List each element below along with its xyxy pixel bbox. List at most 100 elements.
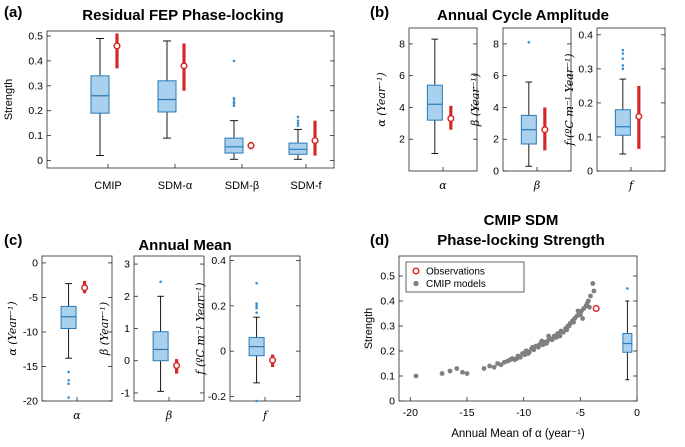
panel-d-ylabel: Strength — [363, 308, 375, 350]
panel-d-model-point — [460, 369, 465, 375]
panel-c-2-ytick-label: -0.2 — [208, 391, 226, 403]
panel-d-model-point — [454, 366, 460, 371]
panel-c-2-outlier — [255, 302, 258, 305]
panel-c-ylabel: α (Year⁻¹) — [6, 301, 19, 355]
panel-b-2-ytick-label: 0.3 — [578, 63, 593, 75]
panel-c-1-outlier — [159, 280, 162, 284]
panel-b-subplot-2: 0 0.1 0.2 0.3 0.4f (ºC m⁻¹ Year⁻¹) f — [563, 27, 666, 192]
panel-c-1-ytick-label: 3 — [124, 259, 130, 271]
panel-a-frame — [46, 30, 335, 169]
panel-d-model-point — [584, 301, 590, 306]
panel-d-marginal-box — [622, 333, 633, 353]
panel-a-ytick-label: 0 — [37, 155, 43, 167]
legend-models-label: CMIP models — [426, 279, 486, 290]
panel-d-obs-point — [592, 304, 600, 313]
panel-a-3-outlier — [296, 121, 300, 125]
panel-a-3-obs-marker — [311, 137, 319, 145]
panel-d-model-point — [591, 288, 597, 294]
panel-title: Annual Cycle Amplitude — [437, 7, 609, 24]
panel-c-0-obs-marker — [81, 284, 89, 292]
panel-c-category-label: f — [262, 409, 269, 422]
panel-d-model-point — [498, 362, 504, 368]
panel-c-category-label: α — [73, 409, 81, 422]
panel-a-2-outlier — [232, 104, 236, 108]
panel-d-xtick-label: 0 — [634, 407, 640, 419]
panel-c-1-ytick-label: 0 — [124, 355, 130, 367]
panel-b-ylabel: β (Year⁻¹) — [469, 73, 482, 127]
panel-c-2-frame — [229, 255, 301, 402]
panel-b-2-box — [614, 109, 631, 136]
panel-b-2-ytick-label: 0.1 — [578, 131, 593, 143]
panel-b-0-ytick-label: 4 — [399, 102, 405, 114]
panel-a-2-box — [224, 137, 244, 154]
panel-d-model-point — [587, 304, 592, 310]
panel-a-3-outlier — [296, 124, 300, 127]
panel-d-model-point — [439, 371, 445, 376]
panel-d-model-point — [491, 364, 497, 370]
panel-d-model-point — [571, 319, 576, 325]
panel-c-category-label: β — [165, 409, 172, 422]
panel-c-1-ytick-label: 2 — [124, 291, 130, 303]
panel-a-2-outlier — [232, 96, 236, 100]
panel-a-ytick-label: 0.1 — [28, 130, 43, 142]
panel-a-ytick-label: 0.3 — [28, 80, 43, 92]
panel-d-model-point — [487, 363, 493, 369]
panel-b-2-outlier — [621, 48, 625, 52]
panel-d-model-point — [464, 371, 470, 376]
panel-d-ytick-label: 0.4 — [380, 296, 395, 308]
panel-d-marginal-outlier — [626, 287, 629, 290]
panel-c-2-ytick-label: 0.4 — [211, 255, 226, 267]
panel-b-2-outlier — [621, 64, 625, 67]
panel-title: CMIP SDM — [484, 212, 559, 229]
panel-d-legend — [405, 261, 525, 293]
panel-b-0-obs-marker — [447, 115, 455, 123]
panel-c-0-outlier — [67, 382, 70, 386]
panel-c-0-outlier — [67, 396, 70, 399]
panel-c-2-outlier — [255, 281, 258, 285]
panel-b-2-outlier — [621, 67, 625, 71]
panel-b-0-ytick-label: 8 — [399, 38, 405, 50]
panel-d-model-point — [543, 341, 549, 346]
panel-b-0-box — [426, 84, 443, 121]
panel-d-model-point — [555, 331, 561, 336]
panel-d-model-point — [514, 356, 520, 361]
panel-a-1-box — [157, 80, 177, 113]
panel-d-ytick-label: 0 — [389, 396, 395, 408]
panel-d-ytick-label: 0.1 — [380, 371, 395, 383]
panel-c-1-box — [152, 331, 169, 362]
panel-a-1-obs-marker — [180, 62, 188, 70]
panel-c-0-outlier — [67, 378, 70, 382]
panel-d-model-point — [525, 351, 531, 356]
panel-b-0-ytick-label: 2 — [399, 134, 405, 146]
panel-d-model-point — [575, 308, 581, 314]
panel-d-model-point — [588, 293, 593, 299]
panel-title: Residual FEP Phase-locking — [82, 7, 283, 24]
panel-c-0-box — [60, 305, 77, 329]
panel-c-2-outlier — [255, 304, 258, 308]
panel-d-model-point — [564, 327, 570, 333]
panel-c-0-ytick-label: -5 — [29, 292, 38, 304]
panel-b-category-label: α — [439, 179, 447, 192]
panel-label: (c) — [4, 232, 22, 249]
panel-b-1-outlier — [527, 41, 531, 44]
panel-b-ylabel: f (ºC m⁻¹ Year⁻¹) — [563, 53, 576, 146]
panel-b-category-label: β — [533, 179, 540, 192]
panel-b-subplot-0: 2 4 6 8 α (Year⁻¹) α — [375, 27, 478, 192]
panel-b-category-label: f — [628, 179, 635, 192]
panel-a: (a) Residual FEP Phase-locking 0 0.1 0.2 0.3 0… — [3, 4, 335, 192]
panel-d-model-point — [577, 312, 583, 318]
panel-d-model-point — [546, 333, 551, 339]
panel-b-2-ytick-label: 0.2 — [578, 97, 593, 109]
panel-b-0-ytick-label: 6 — [399, 70, 405, 82]
panel-a-0-obs-marker — [113, 42, 121, 50]
panel-c-subplot-2: -0.2 0 0.2 0.4 f (ºC m⁻¹ Year⁻¹) f — [194, 255, 301, 422]
panel-b-2-frame — [596, 27, 666, 172]
panel-b-2-obs-marker — [635, 112, 643, 121]
panel-d-ytick-label: 0.3 — [380, 321, 395, 333]
panel-d-model-point — [590, 281, 596, 286]
panel-d-xtick-label: -5 — [576, 407, 585, 419]
panel-a-3-outlier — [296, 119, 300, 122]
panel-c-1-obs-marker — [173, 362, 181, 370]
panel-d-model-point — [447, 368, 453, 374]
panel-b-1-ytick-label: 0 — [493, 166, 499, 178]
